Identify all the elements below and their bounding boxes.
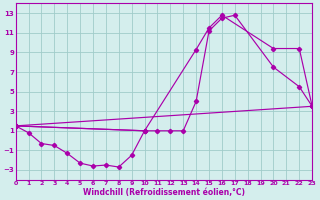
X-axis label: Windchill (Refroidissement éolien,°C): Windchill (Refroidissement éolien,°C) <box>83 188 245 197</box>
